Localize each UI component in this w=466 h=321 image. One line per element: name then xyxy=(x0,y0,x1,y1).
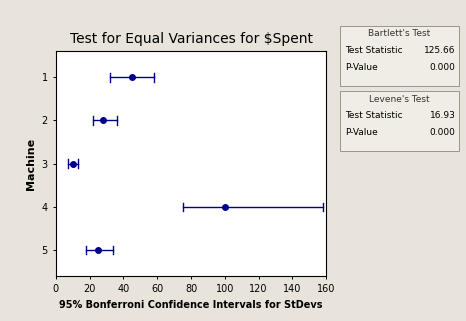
FancyBboxPatch shape xyxy=(340,26,459,86)
Text: Test Statistic: Test Statistic xyxy=(345,46,403,55)
Text: Levene's Test: Levene's Test xyxy=(369,95,430,104)
FancyBboxPatch shape xyxy=(340,91,459,151)
Text: P-Value: P-Value xyxy=(345,128,377,137)
Text: 0.000: 0.000 xyxy=(430,63,455,72)
Text: Bartlett's Test: Bartlett's Test xyxy=(369,30,431,39)
Text: P-Value: P-Value xyxy=(345,63,377,72)
Text: Test Statistic: Test Statistic xyxy=(345,111,403,120)
X-axis label: 95% Bonferroni Confidence Intervals for StDevs: 95% Bonferroni Confidence Intervals for … xyxy=(59,300,323,310)
Text: 16.93: 16.93 xyxy=(430,111,455,120)
Text: 125.66: 125.66 xyxy=(424,46,455,55)
Title: Test for Equal Variances for $Spent: Test for Equal Variances for $Spent xyxy=(69,32,313,46)
Y-axis label: Machine: Machine xyxy=(26,138,36,190)
Text: 0.000: 0.000 xyxy=(430,128,455,137)
